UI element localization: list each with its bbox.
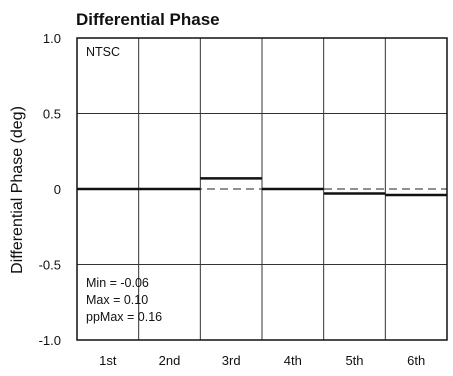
x-tick-labels: 1st 2nd 3rd 4th 5th 6th	[99, 353, 425, 368]
stat-min: Min = -0.06	[86, 276, 149, 290]
y-tick-labels: 1.0 0.5 0 -0.5 -1.0	[39, 31, 61, 348]
chart-title: Differential Phase	[76, 10, 220, 29]
stat-max: Max = 0.10	[86, 293, 148, 307]
x-tick-label: 1st	[99, 353, 117, 368]
y-tick-label: 0	[54, 182, 61, 197]
y-tick-label: -0.5	[39, 258, 61, 273]
y-tick-label: 1.0	[43, 31, 61, 46]
x-tick-label: 4th	[284, 353, 302, 368]
x-tick-label: 2nd	[159, 353, 181, 368]
standard-label: NTSC	[86, 45, 120, 59]
x-tick-label: 6th	[407, 353, 425, 368]
y-axis-label: Differential Phase (deg)	[9, 106, 26, 274]
x-tick-label: 5th	[345, 353, 363, 368]
grid-lines	[77, 38, 447, 340]
y-tick-label: -1.0	[39, 333, 61, 348]
plot-frame	[76, 37, 448, 341]
stat-ppmax: ppMax = 0.16	[86, 310, 162, 324]
y-tick-label: 0.5	[43, 107, 61, 122]
data-segments	[77, 177, 447, 197]
x-tick-label: 3rd	[222, 353, 241, 368]
